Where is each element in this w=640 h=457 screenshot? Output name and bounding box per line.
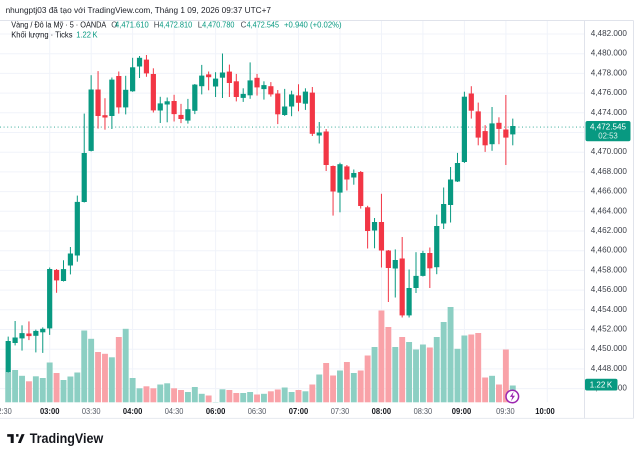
svg-text:nhungptj03 đã tạo với TradingV: nhungptj03 đã tạo với TradingView.com, T… (6, 5, 272, 15)
svg-text:4,454.000: 4,454.000 (591, 305, 628, 314)
svg-text:4,478.000: 4,478.000 (591, 68, 628, 77)
svg-text:4,466.000: 4,466.000 (591, 187, 628, 196)
svg-text:4,452.000: 4,452.000 (591, 325, 628, 334)
svg-text:06:00: 06:00 (206, 407, 226, 416)
svg-text:4,474.000: 4,474.000 (591, 108, 628, 117)
svg-text:09:00: 09:00 (452, 407, 472, 416)
svg-text:03:00: 03:00 (40, 407, 60, 416)
svg-text:4,470.780: 4,470.780 (202, 20, 235, 29)
svg-text:+0.940 (+0.02%): +0.940 (+0.02%) (284, 20, 342, 29)
svg-text:4,448.000: 4,448.000 (591, 364, 628, 373)
svg-text:07:30: 07:30 (331, 407, 350, 416)
svg-text:TradingView: TradingView (30, 430, 104, 446)
svg-text:4,468.000: 4,468.000 (591, 167, 628, 176)
svg-text:Vàng / Đô la Mỹ · 5 · OANDA: Vàng / Đô la Mỹ · 5 · OANDA (11, 20, 107, 29)
svg-text:08:30: 08:30 (414, 407, 433, 416)
svg-text:04:00: 04:00 (123, 407, 143, 416)
svg-text:4,458.000: 4,458.000 (591, 265, 628, 274)
svg-text:03:30: 03:30 (82, 407, 101, 416)
svg-text:4,472.545: 4,472.545 (590, 123, 626, 132)
svg-text:06:30: 06:30 (248, 407, 267, 416)
svg-text:1.22 K: 1.22 K (76, 30, 98, 39)
svg-text:02:53: 02:53 (598, 132, 618, 141)
svg-text:4,471.610: 4,471.610 (115, 20, 149, 29)
svg-text:1.22 K: 1.22 K (590, 381, 613, 390)
svg-text:C: C (241, 20, 247, 29)
svg-text:4,472.810: 4,472.810 (159, 20, 192, 29)
svg-text:4,464.000: 4,464.000 (591, 206, 628, 215)
svg-text:02:30: 02:30 (0, 407, 12, 416)
svg-text:08:00: 08:00 (372, 407, 392, 416)
svg-text:10:00: 10:00 (535, 407, 555, 416)
svg-text:4,470.000: 4,470.000 (591, 147, 628, 156)
svg-text:09:30: 09:30 (496, 407, 515, 416)
svg-text:4,476.000: 4,476.000 (591, 88, 628, 97)
svg-text:O: O (111, 20, 117, 29)
svg-text:4,482.000: 4,482.000 (591, 29, 628, 38)
svg-text:H: H (154, 20, 160, 29)
svg-text:4,472.545: 4,472.545 (247, 20, 280, 29)
svg-text:4,450.000: 4,450.000 (591, 344, 628, 353)
svg-text:4,480.000: 4,480.000 (591, 49, 628, 58)
svg-text:4,460.000: 4,460.000 (591, 246, 628, 255)
svg-text:4,462.000: 4,462.000 (591, 226, 628, 235)
svg-text:07:00: 07:00 (289, 407, 309, 416)
svg-text:4,456.000: 4,456.000 (591, 285, 628, 294)
svg-text:L: L (198, 20, 203, 29)
svg-text:04:30: 04:30 (165, 407, 184, 416)
svg-text:Khối lượng · Ticks: Khối lượng · Ticks (11, 30, 72, 39)
